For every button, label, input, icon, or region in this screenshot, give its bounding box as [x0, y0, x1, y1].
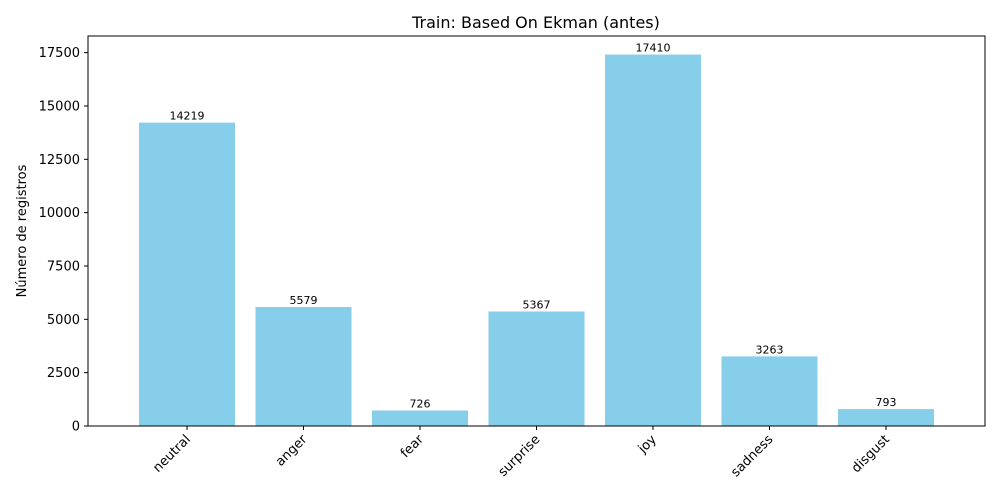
x-tick-label-neutral: neutral: [150, 432, 193, 475]
y-axis-ticks: 0 2500 5000 7500 10000 12500 15000 17500: [39, 46, 88, 435]
x-tick-label-disgust: disgust: [849, 432, 893, 476]
bar-joy: [604, 54, 701, 426]
bar-fear: [372, 410, 469, 426]
bar-disgust: [837, 409, 934, 426]
y-tick-label: 12500: [39, 153, 80, 168]
bar-value-label-fear: 726: [410, 398, 431, 411]
y-axis-label: Número de registros: [15, 164, 30, 297]
bar-value-label-sadness: 3263: [755, 343, 783, 356]
bar-value-label-disgust: 793: [875, 396, 896, 409]
bars: [139, 54, 934, 426]
x-tick-label-surprise: surprise: [496, 432, 544, 480]
bar-data-labels: 14219 5579 726 5367 17410 3263 793: [170, 42, 897, 411]
chart-title: Train: Based On Ekman (antes): [411, 13, 660, 32]
bar-value-label-neutral: 14219: [170, 110, 205, 123]
x-tick-label-anger: anger: [273, 432, 311, 470]
bar-value-label-joy: 17410: [635, 42, 670, 55]
y-tick-label: 0: [72, 420, 80, 435]
y-tick-label: 17500: [39, 46, 80, 61]
y-tick-label: 10000: [39, 206, 80, 221]
bar-sadness: [721, 356, 818, 426]
bar-value-label-anger: 5579: [290, 294, 318, 307]
y-tick-label: 15000: [39, 99, 80, 114]
x-axis-ticks: neutral anger fear surprise joy sadness disgus…: [150, 426, 893, 480]
y-tick-label: 5000: [47, 313, 80, 328]
plot-frame: [87, 35, 986, 427]
bar-anger: [255, 306, 352, 426]
x-tick-label-sadness: sadness: [728, 432, 776, 480]
y-tick-label: 7500: [47, 259, 80, 274]
x-tick-label-fear: fear: [398, 432, 427, 461]
x-tick-label-joy: joy: [635, 432, 660, 457]
bar-surprise: [488, 311, 585, 426]
bar-value-label-surprise: 5367: [523, 298, 551, 311]
bar-neutral: [139, 122, 236, 426]
y-tick-label: 2500: [47, 366, 80, 381]
